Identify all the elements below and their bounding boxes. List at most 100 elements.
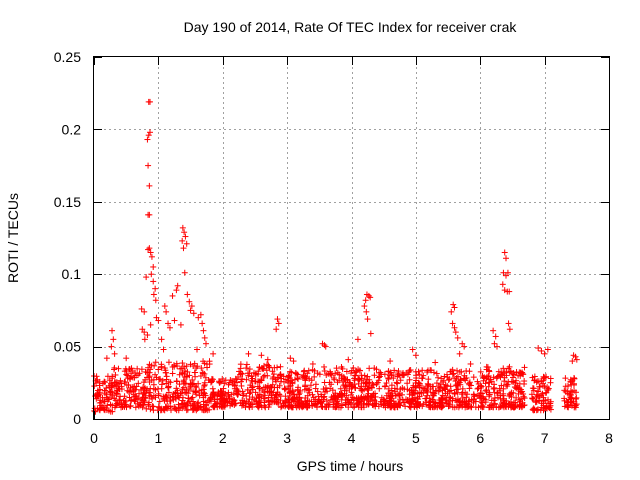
data-point	[565, 396, 572, 403]
data-point	[93, 395, 100, 402]
data-point	[354, 336, 361, 343]
data-point	[125, 366, 132, 373]
data-point	[101, 378, 108, 385]
data-point	[175, 401, 182, 408]
data-point	[147, 98, 154, 105]
data-point	[181, 401, 188, 408]
data-point	[169, 292, 176, 299]
data-point	[515, 390, 522, 397]
data-point	[397, 396, 404, 403]
data-point	[149, 395, 156, 402]
data-point	[177, 321, 184, 328]
data-point	[448, 308, 455, 315]
data-point	[144, 136, 151, 143]
data-point	[475, 380, 482, 387]
data-point	[490, 374, 497, 381]
data-point	[404, 371, 411, 378]
data-point	[572, 353, 579, 360]
data-point	[152, 297, 159, 304]
data-point	[366, 376, 373, 383]
data-point	[197, 311, 204, 318]
data-point	[562, 375, 569, 382]
data-point	[179, 394, 186, 401]
data-point	[222, 377, 229, 384]
data-point	[171, 403, 178, 410]
data-point	[155, 366, 162, 373]
data-point	[248, 377, 255, 384]
data-point	[382, 383, 389, 390]
data-point	[351, 377, 358, 384]
data-point	[506, 393, 513, 400]
data-point	[173, 360, 180, 367]
data-point	[109, 327, 116, 334]
data-point	[150, 291, 157, 298]
data-point	[112, 371, 119, 378]
data-point	[483, 375, 490, 382]
data-point	[189, 394, 196, 401]
data-point	[366, 365, 373, 372]
data-point	[572, 396, 579, 403]
data-point	[311, 373, 318, 380]
data-point	[173, 287, 180, 294]
data-point	[420, 390, 427, 397]
data-point	[503, 404, 510, 411]
data-point	[337, 385, 344, 392]
data-point	[246, 370, 253, 377]
data-point	[203, 340, 210, 347]
data-point	[188, 303, 195, 310]
data-point	[427, 367, 434, 374]
data-point	[291, 391, 298, 398]
data-point	[246, 390, 253, 397]
data-point	[485, 383, 492, 390]
data-point	[572, 389, 579, 396]
data-point	[425, 376, 432, 383]
data-point	[536, 383, 543, 390]
data-point	[433, 387, 440, 394]
data-point	[483, 388, 490, 395]
data-point	[420, 372, 427, 379]
data-point	[506, 400, 513, 407]
data-point	[544, 346, 551, 353]
data-point	[493, 404, 500, 411]
data-point	[355, 380, 362, 387]
x-tick-label: 1	[154, 430, 162, 446]
data-point	[533, 397, 540, 404]
data-point	[419, 367, 426, 374]
data-point	[173, 407, 180, 414]
data-point	[184, 368, 191, 375]
data-point	[139, 401, 146, 408]
data-point	[117, 377, 124, 384]
data-point	[446, 402, 453, 409]
data-point	[277, 404, 284, 411]
data-point	[453, 386, 460, 393]
data-point	[375, 369, 382, 376]
x-tick-label: 3	[283, 430, 291, 446]
data-point	[357, 395, 364, 402]
data-point	[150, 403, 157, 410]
data-point	[373, 381, 380, 388]
data-point	[163, 308, 170, 315]
data-point	[189, 376, 196, 383]
x-axis-label: GPS time / hours	[297, 458, 404, 474]
data-point	[192, 373, 199, 380]
data-point	[187, 307, 194, 314]
data-point	[192, 383, 199, 390]
data-point	[516, 369, 523, 376]
data-point	[251, 378, 258, 385]
data-point	[433, 370, 440, 377]
data-point	[162, 369, 169, 376]
data-point	[108, 343, 115, 350]
data-point	[506, 288, 513, 295]
data-point	[150, 278, 157, 285]
data-point	[478, 390, 485, 397]
data-point	[458, 391, 465, 398]
data-point	[145, 402, 152, 409]
data-point	[327, 396, 334, 403]
data-point	[118, 383, 125, 390]
data-point	[270, 371, 277, 378]
data-point	[426, 395, 433, 402]
data-point	[309, 402, 316, 409]
data-point	[275, 320, 282, 327]
data-point	[256, 379, 263, 386]
